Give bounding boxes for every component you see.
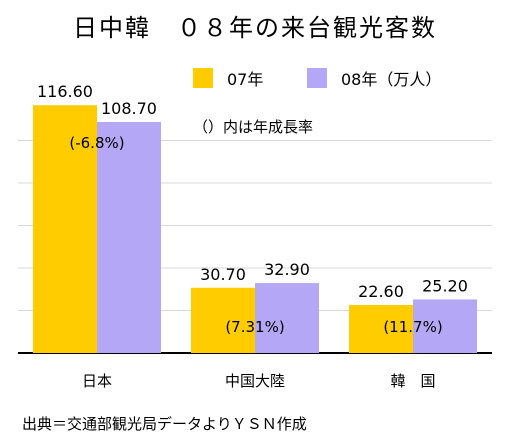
bar-08-1 [255, 283, 319, 353]
bar-08-2 [413, 299, 477, 353]
value-label-07-0: 116.60 [37, 82, 93, 101]
bar-07-0 [33, 105, 97, 353]
bars [33, 105, 477, 353]
legend-swatch-08 [307, 68, 327, 88]
category-label-2: 韓 国 [390, 372, 435, 390]
value-label-08-1: 32.90 [264, 260, 310, 279]
bar-07-1 [191, 287, 255, 353]
source-note: 出典＝交通部観光局データよりＹＳＮ作成 [22, 415, 307, 433]
bar-08-0 [97, 122, 161, 353]
category-label-0: 日本 [82, 372, 112, 390]
growth-label-2: (11.7%) [383, 318, 442, 336]
value-label-08-0: 108.70 [101, 99, 157, 118]
growth-label-1: (7.31%) [225, 318, 284, 336]
value-label-07-2: 22.60 [358, 282, 404, 301]
legend-label-07: 07年 [227, 70, 264, 89]
value-labels: 116.60 108.70 (-6.8%) 日本 30.70 32.90 (7.31%) 中国… [37, 82, 468, 390]
legend-item-07: 07年 [193, 66, 263, 90]
bar-07-2 [349, 304, 413, 353]
legend-label-08: 08年（万人） [341, 70, 442, 89]
legend-swatch-07 [193, 68, 213, 88]
growth-rate-note: （）内は年成長率 [193, 118, 314, 136]
value-label-07-1: 30.70 [200, 265, 246, 284]
legend-item-08: 08年（万人） [307, 66, 441, 90]
value-label-08-2: 25.20 [422, 276, 468, 295]
category-label-1: 中国大陸 [225, 372, 285, 390]
growth-label-0: (-6.8%) [69, 134, 124, 152]
chart-title: 日中韓 ０８年の来台観光客数 [73, 14, 437, 42]
